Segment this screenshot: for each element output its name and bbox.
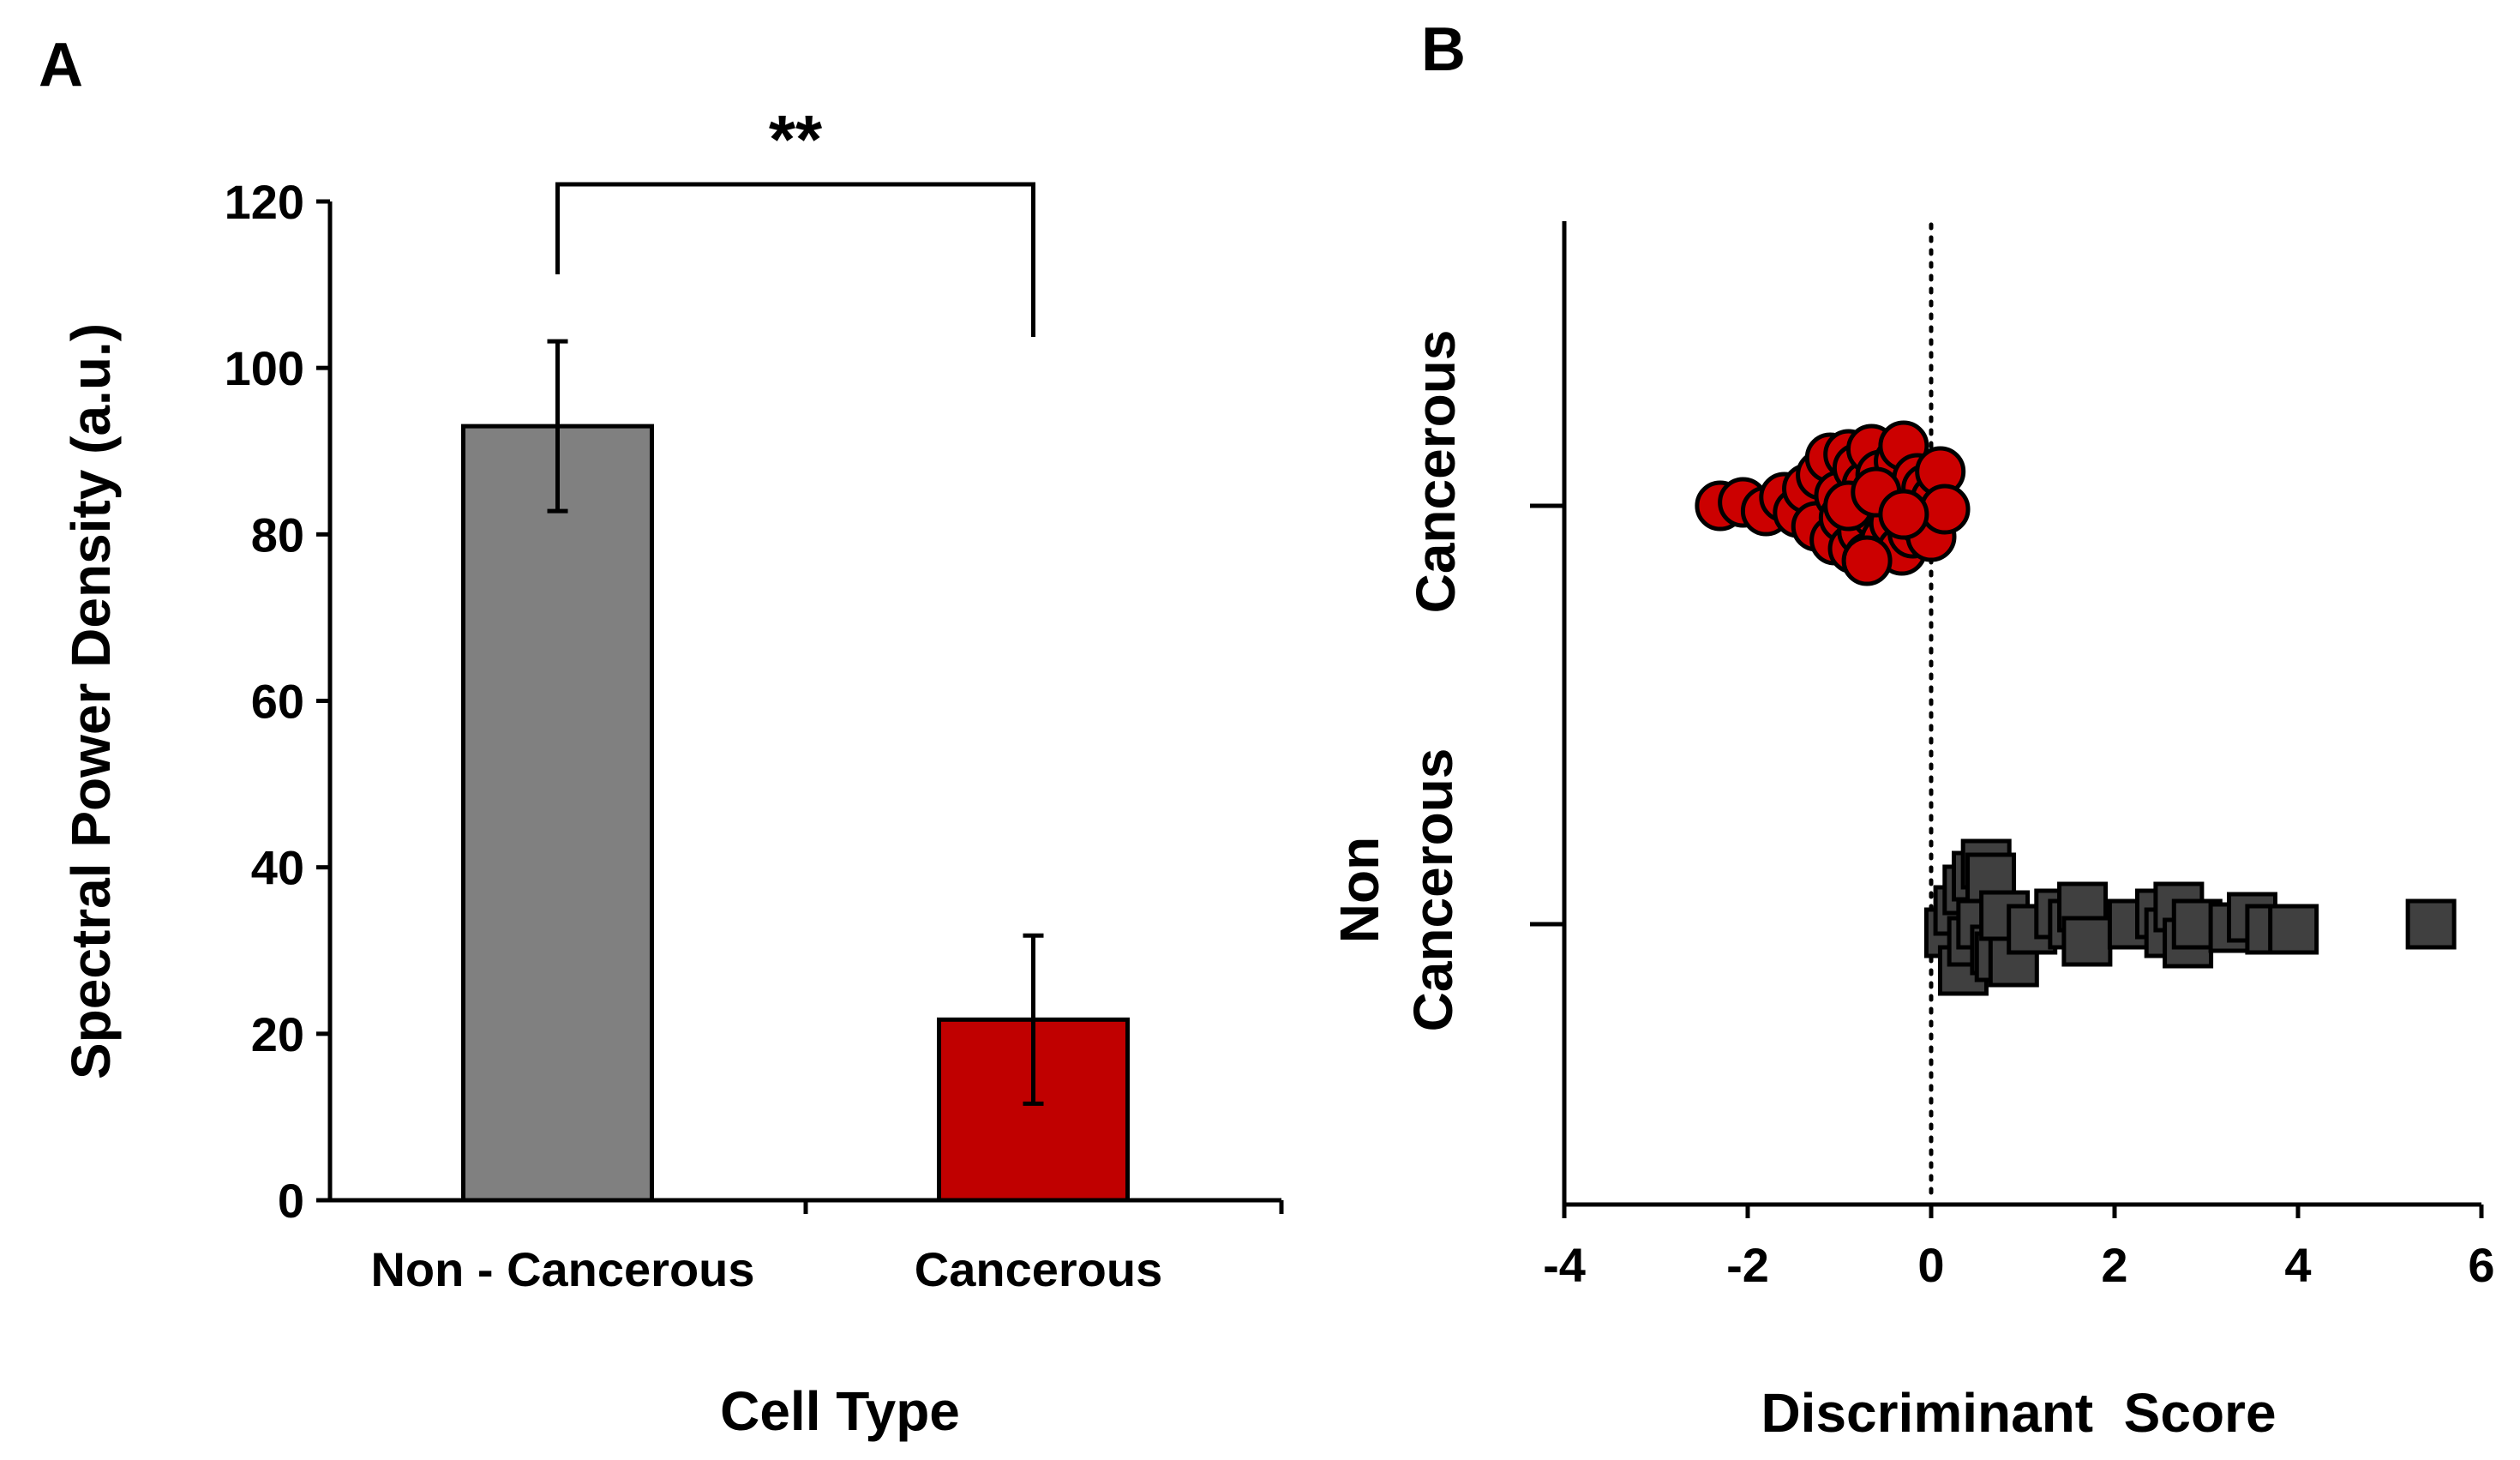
significance-bracket xyxy=(555,182,1035,337)
x-tick-label: Cancerous xyxy=(915,1242,1162,1296)
x-axis-title: Cell Type xyxy=(720,1380,960,1442)
x-tick-label: 4 xyxy=(2284,1238,2311,1292)
y-tick-label: 20 xyxy=(251,1007,304,1061)
data-point-cancerous xyxy=(1878,489,1929,540)
data-point-cancerous xyxy=(1841,535,1893,586)
x-tick-label: 0 xyxy=(1917,1238,1944,1292)
y-tick-label: 100 xyxy=(225,341,304,395)
y-category-label: Cancerous xyxy=(1405,330,1467,614)
scatter-chart: -4 -2 0 2 4 6 Non Cancerous Cancerous Discrimin… xyxy=(1329,221,2495,1444)
x-tick-label: Non - Cancerous xyxy=(370,1242,754,1296)
y-tick-label: 120 xyxy=(225,175,304,229)
y-category-label: Non Cancerous xyxy=(1329,748,1464,1032)
x-tick-label: 6 xyxy=(2468,1238,2494,1292)
y-axis-title: Spectral Power Density (a.u.) xyxy=(60,323,122,1079)
data-point-non-cancerous xyxy=(2405,898,2457,950)
significance-label: ** xyxy=(769,101,823,177)
bar-chart: 0 20 40 60 80 100 120 Non - Cancerous Cancerous… xyxy=(60,101,1284,1442)
data-point-non-cancerous xyxy=(2268,904,2319,955)
x-axis-title: Discriminant Score xyxy=(1761,1382,2276,1444)
panel-b-label: B xyxy=(1421,15,1466,84)
data-point-cancerous xyxy=(1919,484,1971,535)
panel-a-label: A xyxy=(39,31,83,99)
x-tick-label: -4 xyxy=(1543,1238,1586,1292)
x-tick-label: 2 xyxy=(2101,1238,2127,1292)
bar xyxy=(461,424,654,1203)
y-tick-label: 80 xyxy=(251,508,304,562)
y-tick-label: 60 xyxy=(251,675,304,729)
x-tick-label: -2 xyxy=(1726,1238,1769,1292)
y-tick-label: 40 xyxy=(251,841,304,895)
data-point-non-cancerous xyxy=(2061,916,2113,967)
y-tick-label: 0 xyxy=(278,1174,304,1228)
